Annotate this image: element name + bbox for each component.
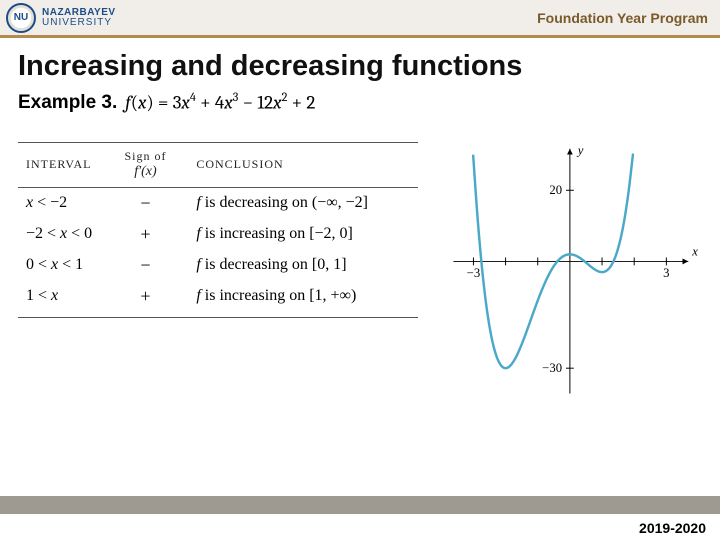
cell-interval: 1 < x bbox=[18, 281, 115, 318]
footer-year: 2019-2020 bbox=[639, 520, 706, 536]
col-conclusion: CONCLUSION bbox=[176, 143, 418, 187]
cell-interval: 0 < x < 1 bbox=[18, 250, 115, 281]
cell-interval: x < −2 bbox=[18, 187, 115, 219]
logo: NU NAZARBAYEV UNIVERSITY bbox=[6, 3, 116, 33]
cell-sign: + bbox=[115, 281, 177, 318]
col-sign: Sign of f′(x) bbox=[115, 143, 177, 187]
function-chart: −3 3 −30 20 x y bbox=[428, 142, 702, 412]
logo-text: NAZARBAYEV UNIVERSITY bbox=[42, 8, 116, 28]
equation: f(x) = 3x4 + 4x3 − 12x2 + 2 bbox=[125, 91, 315, 113]
content-row: INTERVAL Sign of f′(x) CONCLUSION x < −2… bbox=[0, 116, 720, 412]
example-label: Example 3. bbox=[18, 92, 117, 114]
table-row: 0 < x < 1−f is decreasing on [0, 1] bbox=[18, 250, 418, 281]
footer-stripe bbox=[0, 496, 720, 514]
cell-conclusion: f is decreasing on (−∞, −2] bbox=[176, 187, 418, 219]
chart-svg: −3 3 −30 20 x y bbox=[428, 142, 702, 412]
program-label: Foundation Year Program bbox=[537, 10, 708, 26]
logo-line2: UNIVERSITY bbox=[42, 18, 116, 28]
cell-conclusion: f is increasing on [−2, 0] bbox=[176, 219, 418, 250]
cell-interval: −2 < x < 0 bbox=[18, 219, 115, 250]
intervals-table: INTERVAL Sign of f′(x) CONCLUSION x < −2… bbox=[18, 142, 418, 412]
cell-conclusion: f is decreasing on [0, 1] bbox=[176, 250, 418, 281]
cell-conclusion: f is increasing on [1, +∞) bbox=[176, 281, 418, 318]
svg-text:x: x bbox=[691, 245, 698, 259]
cell-sign: − bbox=[115, 187, 177, 219]
example-line: Example 3. f(x) = 3x4 + 4x3 − 12x2 + 2 bbox=[0, 89, 720, 116]
svg-text:−3: −3 bbox=[467, 266, 481, 280]
logo-line1: NAZARBAYEV bbox=[42, 8, 116, 18]
svg-text:−30: −30 bbox=[542, 361, 562, 375]
page-title: Increasing and decreasing functions bbox=[0, 38, 720, 89]
svg-text:3: 3 bbox=[663, 266, 669, 280]
footer: 2019-2020 bbox=[0, 496, 720, 540]
table-row: 1 < x+f is increasing on [1, +∞) bbox=[18, 281, 418, 318]
svg-text:20: 20 bbox=[549, 184, 562, 198]
col-interval: INTERVAL bbox=[18, 143, 115, 187]
logo-seal-icon: NU bbox=[6, 3, 36, 33]
cell-sign: + bbox=[115, 219, 177, 250]
table-row: x < −2−f is decreasing on (−∞, −2] bbox=[18, 187, 418, 219]
header-bar: NU NAZARBAYEV UNIVERSITY Foundation Year… bbox=[0, 0, 720, 38]
cell-sign: − bbox=[115, 250, 177, 281]
table-row: −2 < x < 0+f is increasing on [−2, 0] bbox=[18, 219, 418, 250]
svg-text:y: y bbox=[576, 144, 584, 158]
